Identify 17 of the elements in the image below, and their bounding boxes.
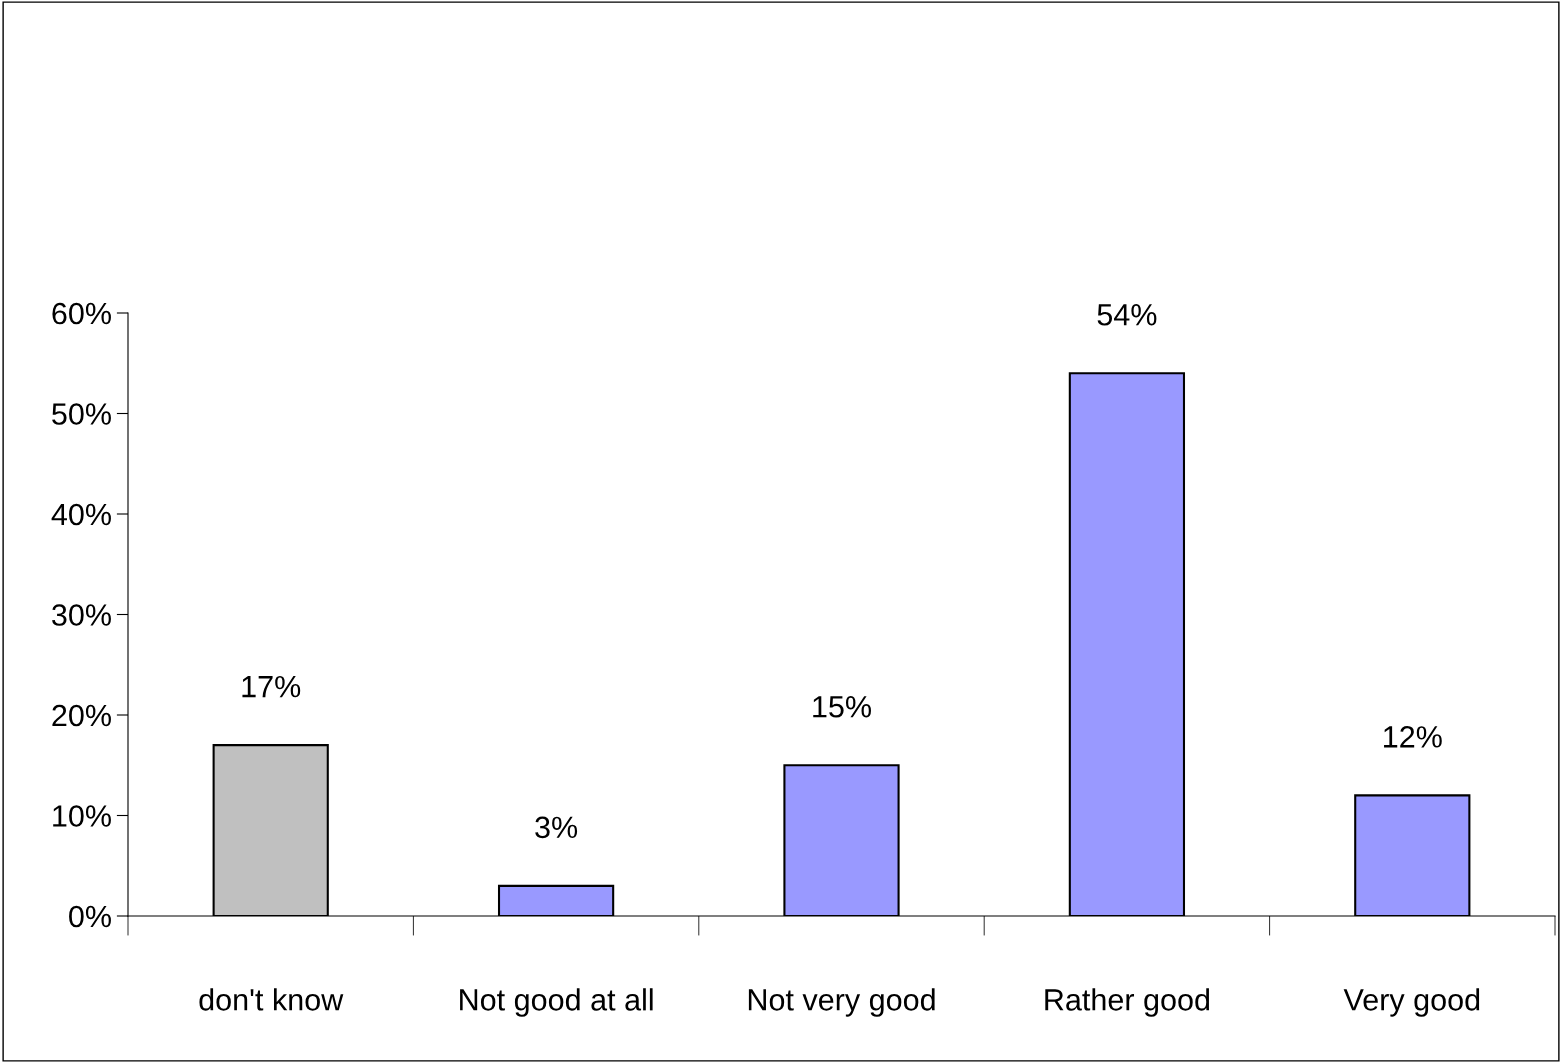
y-tick-label: 60% <box>52 302 111 325</box>
data-label: 54% <box>1097 304 1157 326</box>
y-tick-label: 20% <box>52 704 111 727</box>
x-tick-label: Not very good <box>748 988 935 1017</box>
y-tick-label: 30% <box>52 604 111 626</box>
x-tick-label: don't know <box>199 988 344 1011</box>
x-tick-label: Not good at all <box>460 988 653 1017</box>
y-tick-label: 50% <box>52 403 111 425</box>
data-label: 15% <box>813 696 871 718</box>
data-label: 3% <box>535 816 578 839</box>
y-tick-label: 0% <box>69 905 111 928</box>
y-tick-label: 40% <box>51 503 111 526</box>
data-label: 12% <box>1384 726 1442 748</box>
x-tick-label: Very good <box>1343 988 1480 1017</box>
y-tick-label: 10% <box>53 805 111 827</box>
x-tick-label: Rather good <box>1045 988 1210 1017</box>
data-label: 17% <box>242 675 301 698</box>
